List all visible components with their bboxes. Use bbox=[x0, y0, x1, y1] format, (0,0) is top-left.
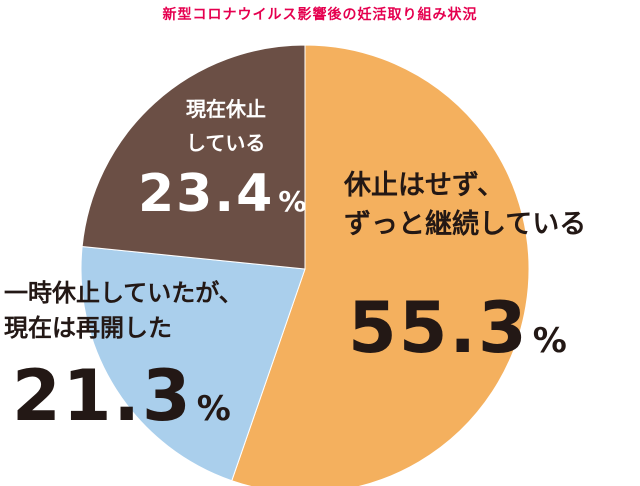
slice-label-continuing-line-1: 休止はせず、 bbox=[344, 170, 505, 201]
slice-value-continuing-number: 55.3 bbox=[348, 287, 529, 369]
slice-label-resumed-line-1: 一時休止していたが、 bbox=[4, 279, 243, 307]
slice-value-continuing: 55.3% bbox=[348, 290, 567, 366]
slice-value-paused-unit: % bbox=[278, 185, 307, 218]
slice-label-continuing: 休止はせず、 ずっと継続している bbox=[344, 166, 586, 244]
slice-value-resumed-unit: % bbox=[196, 389, 231, 429]
slice-label-resumed: 一時休止していたが、 現在は再開した bbox=[4, 276, 243, 346]
slice-label-paused: 現在休止 している bbox=[186, 92, 266, 160]
slice-value-resumed: 21.3% bbox=[12, 358, 231, 434]
chart-title: 新型コロナウイルス影響後の妊活取り組み状況 bbox=[162, 7, 478, 23]
slice-label-resumed-line-2: 現在は再開した bbox=[4, 314, 172, 342]
pie-slice-paused bbox=[81, 44, 306, 270]
slice-value-resumed-number: 21.3 bbox=[12, 355, 193, 437]
slice-label-paused-line-1: 現在休止 bbox=[186, 97, 266, 121]
slice-value-continuing-unit: % bbox=[532, 321, 567, 361]
slice-label-paused-line-2: している bbox=[186, 131, 266, 155]
slice-label-continuing-line-2: ずっと継続している bbox=[344, 209, 587, 240]
slice-value-paused-number: 23.4 bbox=[138, 164, 275, 224]
slice-value-paused: 23.4% bbox=[138, 164, 306, 224]
pie-slice-resumed bbox=[80, 245, 306, 482]
pie-slice-continuing bbox=[231, 44, 530, 486]
